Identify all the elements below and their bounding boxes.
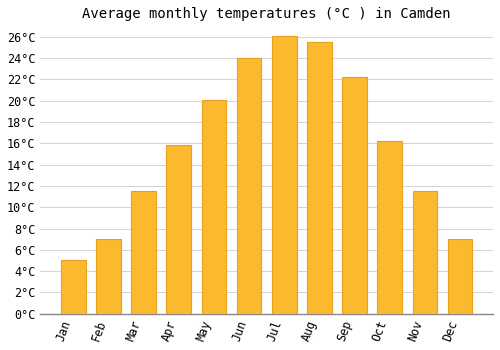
Bar xyxy=(272,36,296,314)
Bar xyxy=(378,141,402,314)
Bar xyxy=(342,77,367,314)
Title: Average monthly temperatures (°C ) in Camden: Average monthly temperatures (°C ) in Ca… xyxy=(82,7,451,21)
Bar xyxy=(412,191,438,314)
Bar xyxy=(61,260,86,314)
Bar xyxy=(307,42,332,314)
Bar xyxy=(237,58,262,314)
Bar xyxy=(96,239,120,314)
Bar xyxy=(131,191,156,314)
Bar xyxy=(448,239,472,314)
Bar xyxy=(202,100,226,314)
Bar xyxy=(166,146,191,314)
